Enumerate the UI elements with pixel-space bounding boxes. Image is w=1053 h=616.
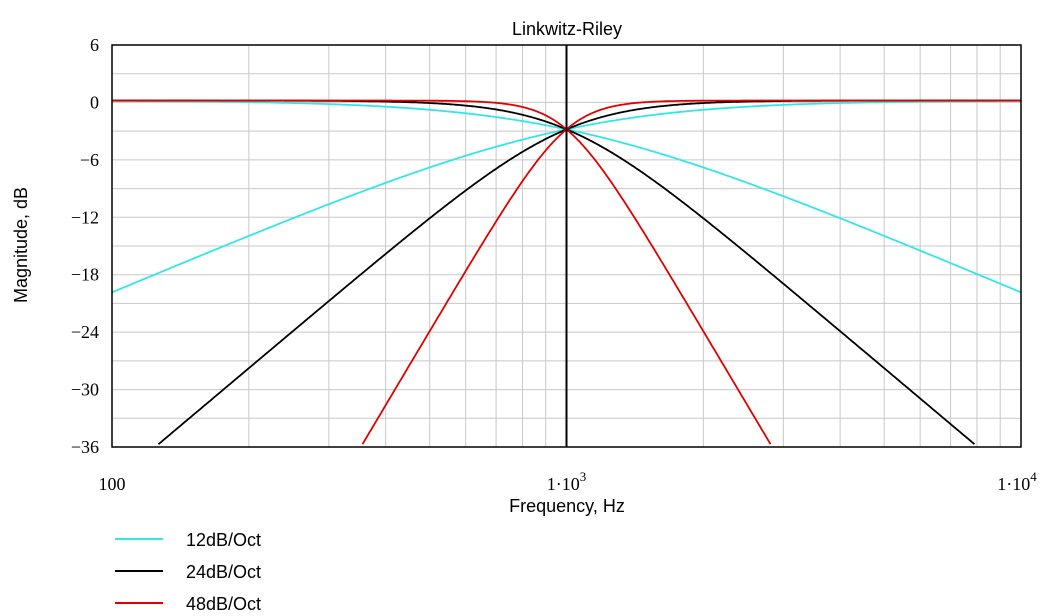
y-tick-label: −30 <box>71 380 99 400</box>
y-tick-label: −18 <box>71 265 99 285</box>
series-2-highpass-line <box>361 99 1021 445</box>
x-tick-exponent: 3 <box>580 469 587 484</box>
legend: 12dB/Oct 24dB/Oct 48dB/Oct <box>115 530 261 614</box>
legend-label: 48dB/Oct <box>186 594 261 614</box>
x-axis-ticks: 100 1·103 1·104 <box>99 469 1038 494</box>
chart-title: Linkwitz-Riley <box>512 19 622 39</box>
x-axis-label: Frequency, Hz <box>509 496 625 516</box>
x-tick-exponent: 4 <box>1030 469 1037 484</box>
legend-label: 12dB/Oct <box>186 530 261 550</box>
x-tick-label: 1·103 <box>547 469 587 494</box>
x-tick-label: 100 <box>99 474 126 494</box>
y-tick-label: −24 <box>71 322 99 342</box>
x-tick-label: 1·104 <box>997 469 1037 494</box>
legend-label: 24dB/Oct <box>186 562 261 582</box>
y-tick-label: −36 <box>71 437 99 457</box>
y-axis-label: Magnitude, dB <box>11 187 31 303</box>
y-tick-label: −6 <box>80 150 99 170</box>
y-tick-label: −12 <box>71 207 99 227</box>
plot-frame <box>111 44 1022 448</box>
y-tick-label: 0 <box>90 92 99 112</box>
y-axis-ticks: 6 0 −6 −12 −18 −24 −30 −36 <box>71 35 99 457</box>
series-2-lowpass-line <box>112 99 772 445</box>
y-tick-label: 6 <box>90 35 99 55</box>
